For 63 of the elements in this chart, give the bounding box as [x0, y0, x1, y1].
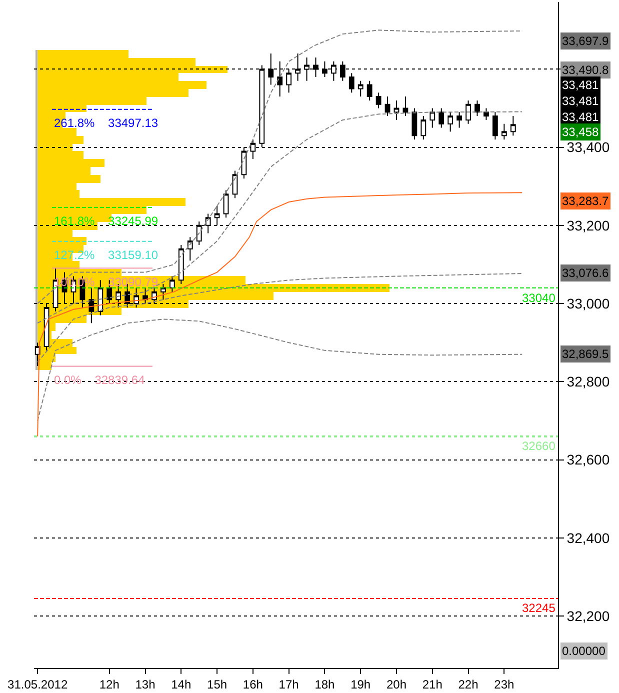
x-tick-label: 31.05.2012 — [8, 677, 68, 692]
ref-line-label: 33040 — [522, 291, 556, 305]
text: 33,283.7 — [562, 194, 610, 208]
ref-line-label: 32660 — [522, 439, 556, 453]
candlestick — [376, 92, 382, 109]
candlestick — [187, 236, 193, 262]
y-tick-label: 33,200 — [566, 217, 610, 234]
text: 33,481 — [562, 110, 600, 124]
line-series — [37, 318, 523, 422]
candlestick — [438, 108, 444, 128]
candlestick — [358, 80, 364, 98]
x-tick-label: 17h — [278, 677, 299, 692]
candlestick — [160, 284, 166, 300]
candlestick — [366, 80, 372, 101]
y-tick-label: 32,400 — [566, 530, 610, 546]
candlestick — [492, 112, 498, 140]
candlestick — [169, 276, 175, 292]
text: 32,869.5 — [562, 347, 610, 361]
text: 33,697.9 — [562, 34, 610, 48]
candlestick — [510, 116, 516, 136]
candlestick — [178, 244, 184, 285]
x-tick-label: 16h — [242, 677, 263, 692]
text: 33,481 — [562, 78, 600, 92]
candlestick — [394, 100, 400, 120]
x-tick-label: 19h — [350, 677, 371, 692]
x-tick-label: 15h — [207, 677, 228, 692]
candlestick — [474, 100, 480, 117]
candlestick — [484, 108, 489, 120]
candlestick — [223, 190, 229, 218]
y-tick-label: 32,200 — [566, 608, 610, 624]
candlestick — [448, 112, 454, 132]
x-tick-label: 14h — [171, 677, 192, 692]
y-tick-label: 33,000 — [566, 295, 610, 312]
text: 0.00000 — [562, 644, 606, 658]
line-series — [37, 30, 523, 304]
x-tick-label: 20h — [386, 677, 407, 692]
candlestick — [402, 96, 408, 117]
series-label: 0.0% 32839.64 — [54, 373, 146, 387]
text: 33,458 — [562, 125, 600, 139]
x-tick-label: 22h — [458, 677, 478, 692]
candlestick — [412, 108, 418, 140]
text: 33,490.8 — [562, 63, 610, 77]
ref-line-label: 32245 — [522, 601, 556, 615]
x-tick-label: 12h — [99, 677, 120, 692]
candlestick — [456, 112, 462, 128]
text: 33,481 — [562, 94, 600, 108]
line-series — [37, 192, 523, 437]
candlestick — [348, 72, 354, 94]
candlestick — [466, 100, 471, 124]
x-tick-label: 18h — [314, 677, 335, 692]
y-tick-label: 33,400 — [566, 139, 610, 156]
y-tick-label: 32,800 — [566, 374, 610, 390]
candlestick — [430, 108, 436, 128]
x-tick-label: 13h — [135, 677, 156, 692]
x-tick-label: 21h — [422, 677, 442, 692]
x-tick-label: 23h — [494, 677, 514, 692]
candlestick — [142, 287, 148, 304]
candlestick — [501, 123, 507, 140]
candlestick — [420, 116, 426, 140]
text: 33,076.6 — [562, 266, 610, 280]
candlestick — [384, 96, 390, 117]
series-label: 161.8% 33245.99 — [54, 214, 158, 228]
y-tick-label: 32,600 — [566, 452, 610, 468]
